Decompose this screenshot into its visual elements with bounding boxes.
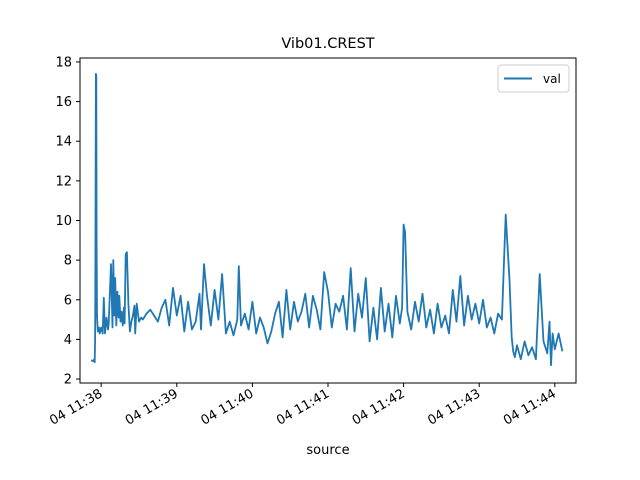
y-axis: 2 4 6 8 10 12 14 16 18 (55, 55, 80, 388)
y-tick-label: 10 (55, 214, 72, 229)
y-tick-label: 14 (55, 135, 72, 150)
y-tick-label: 2 (64, 373, 72, 388)
chart-title: Vib01.CREST (281, 36, 374, 52)
plot-area-frame (79, 57, 577, 384)
series-line-val (90, 73, 564, 367)
y-tick-label: 8 (64, 254, 72, 269)
y-tick-label: 6 (64, 293, 72, 308)
legend-box (497, 64, 570, 93)
series-layer (90, 73, 564, 367)
legend-label-val: val (543, 72, 561, 86)
y-tick-label: 12 (55, 174, 72, 189)
x-axis-label: source (306, 443, 349, 458)
y-tick-label: 16 (55, 95, 72, 110)
legend: val (497, 64, 570, 93)
y-tick-label: 18 (55, 55, 72, 70)
y-tick-label: 4 (64, 333, 72, 348)
